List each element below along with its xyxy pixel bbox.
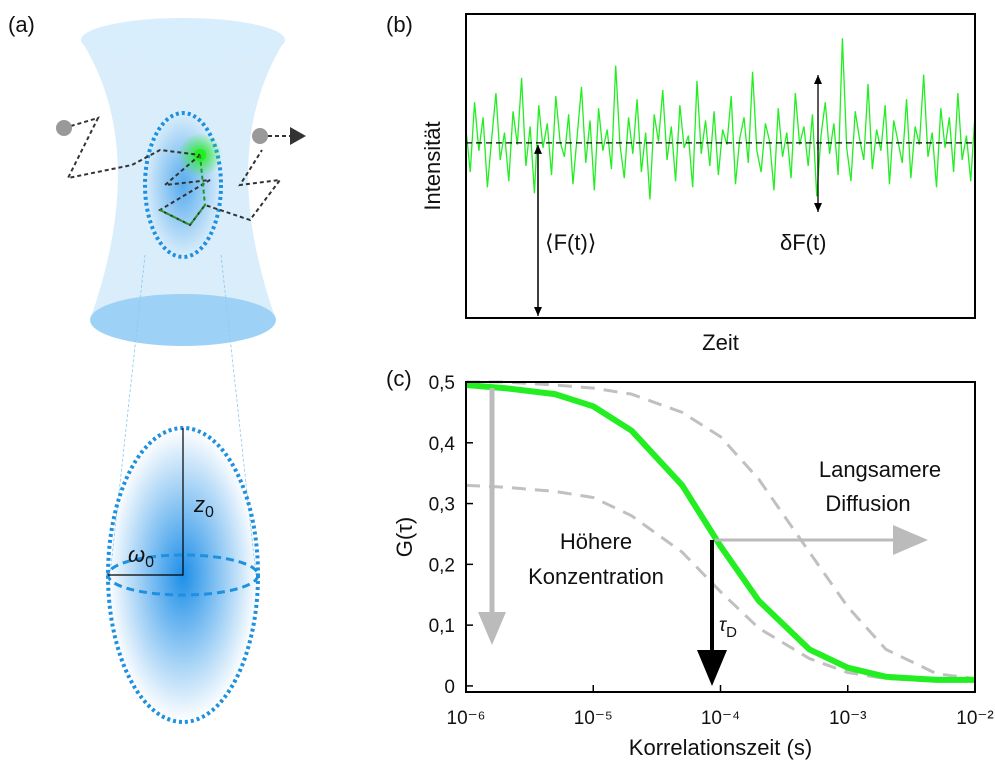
w-sub: 0 (145, 554, 154, 571)
arrowhead (814, 203, 822, 212)
y-tick-label: 0,1 (429, 616, 455, 637)
z-text: z (193, 492, 205, 517)
annotation: Langsamere (819, 457, 941, 482)
beam-top (81, 18, 285, 62)
trace (466, 38, 975, 199)
tau-label: τD (719, 615, 737, 641)
x-label: Zeit (702, 330, 739, 355)
annotation: Höhere (560, 529, 632, 554)
annotation: Konzentration (528, 564, 664, 589)
x-tick-label: 10⁻⁶ (447, 708, 486, 729)
y-label: Intensität (420, 121, 445, 210)
arrowhead (478, 612, 506, 645)
annotation: δF(t) (780, 230, 826, 255)
y-tick-label: 0,4 (429, 434, 456, 455)
x-tick-label: 10⁻⁴ (701, 708, 740, 729)
y-tick-label: 0,5 (429, 373, 455, 394)
panel-c: (c) 0 0,1 0,2 0,3 0,4 0,5 10⁻⁶ 10⁻⁵ 10⁻⁴ 10⁻³ 10⁻² L… (386, 366, 994, 760)
molecule (252, 128, 268, 144)
panel-b: (b) ⟨F(t)⟩ δF(t) Zeit Intensität (386, 12, 975, 355)
arrowhead (893, 525, 928, 555)
arrowhead (290, 127, 306, 145)
x-tick-label: 10⁻³ (829, 708, 867, 729)
x-tick-label: 10⁻² (956, 708, 994, 729)
plot-frame (466, 14, 975, 318)
arrowhead (697, 650, 727, 686)
tau-sub: D (726, 624, 737, 641)
annotation: Diffusion (825, 491, 910, 516)
panel-label: (b) (386, 12, 413, 37)
y-tick-label: 0 (444, 677, 455, 698)
y-label: G(τ) (392, 517, 417, 557)
y-tick-label: 0,2 (429, 555, 455, 576)
x-tick-label: 10⁻⁵ (574, 708, 613, 729)
arrowhead (814, 75, 822, 84)
molecule (56, 120, 72, 136)
panel-label: (c) (386, 366, 412, 391)
beam-bottom (90, 294, 276, 346)
x-label: Korrelationszeit (s) (629, 735, 812, 760)
w-text: ω (128, 542, 145, 567)
z-sub: 0 (205, 504, 214, 521)
arrowhead (534, 145, 542, 154)
y-tick-label: 0,3 (429, 495, 455, 516)
page: {"diagram": {"label": "(a)", "z_label": … (0, 0, 995, 767)
panel-label: (a) (8, 12, 35, 37)
figure: (a) z0 ω0 (b)⟨F(t)⟩δF(t)ZeitIntensität (… (0, 0, 995, 767)
annotation: ⟨F(t)⟩ (545, 230, 596, 255)
